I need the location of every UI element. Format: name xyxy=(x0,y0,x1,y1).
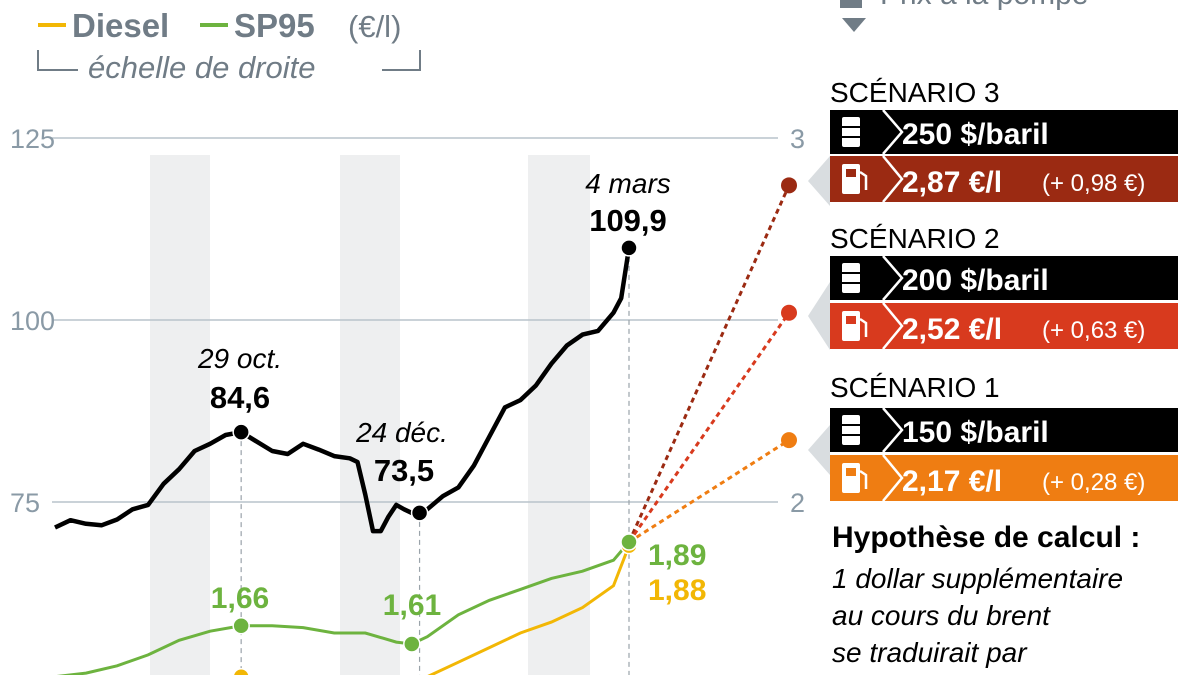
triangle-down-icon xyxy=(842,18,866,32)
right-axis: 321,5 xyxy=(790,124,828,675)
legend-unit: (€/l) xyxy=(348,9,401,44)
scale-bracket-right xyxy=(382,50,421,71)
scenario-line-3 xyxy=(627,184,791,543)
scenario-3-title: SCÉNARIO 3 xyxy=(830,77,1000,108)
scenario-1-title: SCÉNARIO 1 xyxy=(830,372,1000,403)
annotations: 29 oct. 84,6 24 déc. 73,5 4 mars 109,9 1,66 1,6… xyxy=(197,168,706,622)
hypothesis: Hypothèse de calcul : 1 dollar supplémen… xyxy=(832,521,1140,668)
left-tick-label: 100 xyxy=(10,306,55,336)
scenario-point-3 xyxy=(781,177,797,194)
scale-bracket-left xyxy=(37,50,78,71)
scenario-3-baril: 250 $/baril xyxy=(902,118,1049,151)
scenario-line-1 xyxy=(628,438,790,544)
hypothesis-line-3: se traduirait par xyxy=(832,637,1028,668)
scenario-2-title: SCÉNARIO 2 xyxy=(830,223,1000,254)
diesel-line xyxy=(427,545,631,675)
sp95-point xyxy=(620,533,638,551)
shaded-band-2 xyxy=(340,155,400,675)
brent-point xyxy=(232,423,250,441)
barrel-icon xyxy=(842,117,860,147)
scenario-1-delta: (+ 0,28 €) xyxy=(1042,469,1145,496)
left-axis: 125 100 75 50 xyxy=(10,124,55,675)
scenario-point-1 xyxy=(781,432,797,449)
shaded-band-3 xyxy=(528,155,590,675)
scenario-2-baril: 200 $/baril xyxy=(902,264,1049,297)
left-tick-label: 125 xyxy=(10,124,55,154)
scenario-projection-lines xyxy=(627,184,791,544)
shaded-band-1 xyxy=(150,155,210,675)
brent-point xyxy=(620,239,638,257)
annotation-date: 29 oct. xyxy=(197,343,282,374)
scenario-2: SCÉNARIO 2 200 $/baril 2,52 €/l (+ 0,63 … xyxy=(808,223,1178,350)
diesel-point xyxy=(232,667,250,675)
scenario-1: SCÉNARIO 1 150 $/baril 2,17 €/l (+ 0,28 … xyxy=(808,372,1178,502)
hypothesis-line-2: au cours du brent xyxy=(832,600,1051,631)
annotation-date: 4 mars xyxy=(585,168,671,199)
right-tick-label: 2 xyxy=(790,488,805,518)
pump-label: Prix à la pompe xyxy=(880,0,1088,11)
scenario-3-delta: (+ 0,98 €) xyxy=(1042,170,1145,197)
barrel-icon xyxy=(842,415,860,445)
scenario-point-2 xyxy=(781,304,797,321)
hypothesis-line-1: 1 dollar supplémentaire xyxy=(832,563,1123,594)
pump-icon xyxy=(842,311,868,341)
scenario-2-delta: (+ 0,63 €) xyxy=(1042,317,1145,344)
hypothesis-title: Hypothèse de calcul : xyxy=(832,521,1140,554)
brent-point xyxy=(410,504,429,522)
legend-sp95-label: SP95 xyxy=(234,7,315,44)
scenario-3-price: 2,87 €/l xyxy=(902,166,1002,199)
barrel-icon xyxy=(842,263,860,293)
sp95-line xyxy=(56,541,631,675)
scenario-3: SCÉNARIO 3 250 $/baril 2,87 €/l (+ 0,98 … xyxy=(808,77,1178,206)
right-tick-label: 1,5 xyxy=(790,670,828,675)
shaded-bands xyxy=(150,155,590,675)
scenario-line-2 xyxy=(627,311,791,543)
legend: Diesel SP95 (€/l) échelle de droite xyxy=(37,7,421,85)
left-tick-label: 50 xyxy=(10,670,40,675)
annotation-value: 1,66 xyxy=(211,582,269,615)
guide-lines xyxy=(240,247,630,675)
annotation-value: 1,88 xyxy=(648,574,706,607)
annotation-value: 73,5 xyxy=(374,453,434,488)
legend-scale-note: échelle de droite xyxy=(88,50,316,85)
pump-icon xyxy=(840,0,862,8)
pump-legend: Prix à la pompe xyxy=(840,0,1088,32)
legend-diesel-label: Diesel xyxy=(72,7,169,44)
sp95-point xyxy=(403,635,421,653)
sp95-point xyxy=(232,617,250,635)
right-tick-label: 3 xyxy=(790,124,805,154)
annotation-date: 24 déc. xyxy=(355,417,448,448)
brent-line xyxy=(54,247,632,534)
annotation-value: 109,9 xyxy=(589,203,667,238)
scenario-2-price: 2,52 €/l xyxy=(902,313,1002,346)
pump-icon xyxy=(842,164,868,194)
annotation-value: 1,89 xyxy=(648,539,706,572)
scenario-1-price: 2,17 €/l xyxy=(902,465,1002,498)
pump-icon xyxy=(842,463,868,493)
scenario-1-baril: 150 $/baril xyxy=(902,416,1049,449)
point-markers xyxy=(232,177,797,675)
annotation-value: 84,6 xyxy=(210,380,270,415)
series-lines xyxy=(54,247,632,675)
left-tick-label: 75 xyxy=(10,488,40,518)
annotation-value: 1,61 xyxy=(383,589,441,622)
